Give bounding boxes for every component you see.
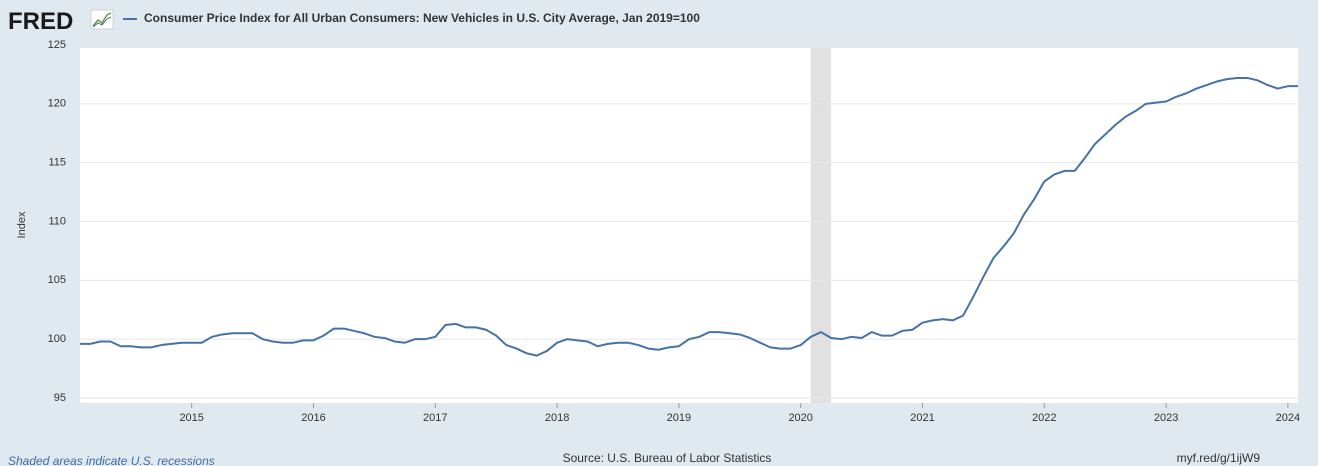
legend-label: Consumer Price Index for All Urban Consu…	[144, 11, 700, 25]
x-tick-label: 2018	[545, 412, 569, 424]
y-tick-label: 105	[48, 274, 66, 286]
y-tick-label: 115	[48, 157, 66, 169]
plot	[80, 44, 1298, 403]
y-tick-label: 110	[48, 215, 66, 227]
x-tick-label: 2016	[301, 412, 325, 424]
source: Source: U.S. Bureau of Labor Statistics	[563, 451, 772, 465]
link[interactable]: myf.red/g/1ijW9	[1177, 451, 1261, 465]
logo[interactable]: FRED	[8, 8, 73, 35]
y-tick-label: 125	[48, 39, 66, 51]
series-line	[80, 76, 1298, 357]
y-tick-label: 100	[48, 333, 66, 345]
plot-area	[80, 48, 1298, 403]
x-tick-label: 2020	[788, 412, 812, 424]
recession-note: Shaded areas indicate U.S. recessions	[8, 454, 215, 466]
logo-icon	[90, 9, 114, 30]
x-tick-label: 2022	[1032, 412, 1056, 424]
x-tick-label: 2017	[423, 412, 447, 424]
y-tick-label: 95	[54, 392, 66, 404]
legend: Consumer Price Index for All Urban Consu…	[123, 11, 700, 25]
x-tick-label: 2024	[1276, 412, 1300, 424]
recession-band	[810, 48, 832, 403]
x-tick-label: 2019	[667, 412, 691, 424]
x-tick-label: 2023	[1154, 412, 1178, 424]
x-tick-label: 2021	[910, 412, 934, 424]
x-tick-label: 2015	[179, 412, 203, 424]
y-axis-label: Index	[16, 211, 28, 238]
y-tick-label: 120	[48, 98, 66, 110]
